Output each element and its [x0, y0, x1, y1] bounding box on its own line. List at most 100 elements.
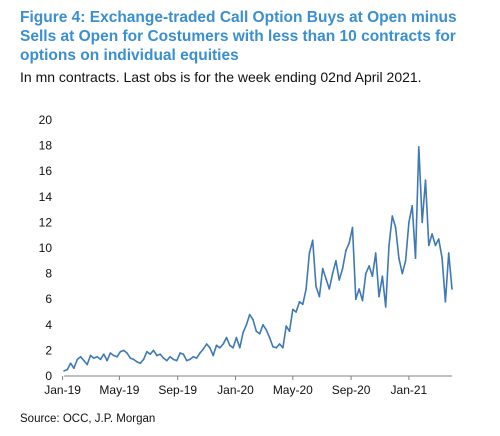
data-point	[338, 279, 341, 281]
data-point	[335, 260, 337, 262]
data-point	[418, 146, 420, 148]
data-point	[89, 354, 92, 357]
data-point	[103, 353, 105, 356]
data-point	[112, 354, 115, 357]
data-point	[86, 363, 88, 366]
data-point	[278, 343, 281, 345]
data-point	[205, 343, 208, 345]
data-point	[245, 324, 248, 326]
x-tick-label: May-19	[99, 383, 139, 397]
data-point	[172, 358, 175, 361]
y-tick-label: 6	[45, 292, 52, 306]
data-point	[119, 350, 122, 353]
data-point	[368, 265, 370, 267]
y-tick-label: 18	[39, 139, 53, 153]
y-tick-label: 2	[45, 343, 52, 357]
data-point	[262, 324, 264, 326]
y-tick-label: 12	[39, 215, 53, 229]
data-point	[295, 311, 297, 313]
series-line	[63, 146, 453, 372]
x-tick-label: Jan-19	[44, 383, 81, 397]
data-point	[404, 260, 407, 262]
data-point	[285, 325, 288, 327]
data-point	[388, 244, 390, 247]
data-point	[378, 295, 380, 298]
data-point	[374, 252, 377, 254]
figure-title: Figure 4: Exchange-traded Call Option Bu…	[20, 9, 457, 64]
data-point	[73, 367, 75, 370]
data-point	[351, 226, 354, 229]
y-tick-label: 16	[39, 164, 53, 178]
data-point	[146, 350, 148, 353]
data-point	[139, 362, 142, 365]
data-point	[122, 349, 125, 352]
data-point	[195, 357, 198, 359]
data-point	[152, 349, 155, 352]
data-point	[63, 370, 65, 372]
data-point	[212, 354, 214, 357]
data-point	[242, 331, 244, 334]
data-point	[189, 358, 191, 361]
data-point	[76, 358, 79, 361]
data-point	[169, 356, 171, 358]
data-point	[192, 356, 195, 358]
data-point	[79, 356, 82, 358]
data-point	[355, 298, 357, 301]
data-point	[83, 359, 85, 362]
data-point	[166, 359, 168, 362]
data-point	[126, 352, 128, 354]
data-point	[391, 215, 394, 217]
data-point	[156, 354, 158, 357]
data-point	[69, 362, 72, 365]
data-point	[411, 205, 414, 207]
data-point	[288, 330, 291, 333]
data-point	[318, 295, 321, 298]
data-point	[116, 356, 118, 358]
y-tick-label: 10	[39, 241, 53, 255]
data-point	[358, 288, 360, 290]
data-point	[408, 221, 410, 224]
data-point	[179, 352, 181, 354]
data-point	[229, 344, 231, 347]
data-point	[325, 277, 327, 280]
data-point	[265, 329, 268, 331]
series-layer	[63, 146, 453, 372]
data-point	[421, 221, 424, 224]
data-point	[129, 357, 132, 359]
y-tick-label: 4	[45, 318, 52, 332]
data-point	[252, 318, 254, 321]
data-point	[255, 330, 258, 333]
data-point	[93, 357, 95, 359]
x-tick-label: Sep-19	[158, 383, 197, 397]
data-point	[401, 272, 404, 275]
y-tick-label: 14	[39, 190, 53, 204]
data-point	[308, 252, 311, 254]
data-point	[176, 359, 178, 362]
data-point	[292, 308, 294, 311]
data-point	[149, 353, 151, 356]
data-point	[275, 347, 278, 349]
data-point	[219, 347, 221, 349]
data-point	[348, 242, 351, 244]
x-tick-label: Sep-20	[332, 383, 371, 397]
data-point	[215, 344, 218, 347]
data-point	[272, 345, 274, 348]
data-point	[199, 352, 201, 354]
data-point	[398, 257, 400, 260]
y-tick-label: 8	[45, 267, 52, 281]
data-point	[235, 336, 238, 339]
data-point	[222, 343, 224, 345]
data-point	[282, 347, 284, 349]
data-point	[232, 347, 234, 349]
x-tick-label: Jan-21	[391, 383, 428, 397]
data-point	[268, 336, 271, 339]
data-point	[239, 347, 241, 349]
data-point	[424, 179, 427, 181]
data-point	[96, 356, 98, 358]
data-point	[394, 226, 397, 229]
data-point	[66, 368, 69, 371]
data-point	[361, 299, 364, 302]
source-note: Source: OCC, J.P. Morgan	[20, 413, 156, 425]
y-tick-label: 20	[39, 113, 53, 127]
